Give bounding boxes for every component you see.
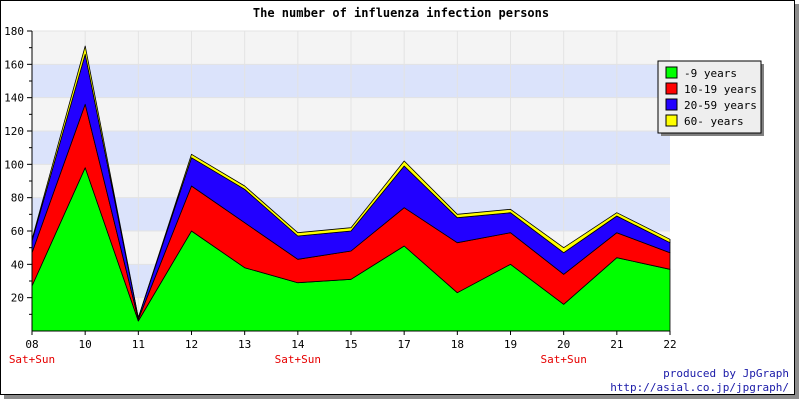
legend-label-2: 10-19 years: [684, 83, 757, 96]
x-tick-label: 11: [132, 338, 145, 351]
weekend-label: Sat+Sun: [9, 353, 55, 366]
y-tick-label: 180: [4, 25, 24, 38]
x-tick-label: 10: [79, 338, 92, 351]
legend: -9 years 10-19 years 20-59 years 60- years: [657, 60, 764, 136]
legend-swatch-1: [665, 66, 678, 79]
y-tick-label: 140: [4, 92, 24, 105]
y-tick-label: 20: [11, 292, 24, 305]
chart-frame: The number of influenza infection person…: [0, 0, 795, 395]
x-tick-label: 08: [25, 338, 38, 351]
x-tick-label: 14: [291, 338, 305, 351]
weekend-label: Sat+Sun: [540, 353, 586, 366]
legend-label-4: 60- years: [684, 115, 744, 128]
x-tick-label: 19: [504, 338, 517, 351]
y-tick-label: 100: [4, 158, 24, 171]
x-tick-label: 17: [398, 338, 411, 351]
y-tick-label: 40: [11, 258, 24, 271]
x-tick-label: 18: [451, 338, 464, 351]
y-tick-label: 120: [4, 125, 24, 138]
x-tick-label: 21: [610, 338, 623, 351]
credit-line-1: produced by JpGraph: [663, 367, 789, 380]
x-tick-label: 22: [663, 338, 676, 351]
legend-swatch-3: [665, 98, 678, 111]
plot-axes: 20 40 60 80 100 120 140 160 180 08 Sat+Sun 10 11 12 13…: [4, 25, 677, 366]
x-tick-label: 13: [238, 338, 251, 351]
x-tick-label: 20: [557, 338, 570, 351]
influenza-area-chart: The number of influenza infection person…: [4, 6, 789, 394]
legend-label-3: 20-59 years: [684, 99, 757, 112]
chart-title: The number of influenza infection person…: [253, 6, 549, 20]
credit-line-2: http://asial.co.jp/jpgraph/: [610, 381, 789, 394]
weekend-label: Sat+Sun: [275, 353, 321, 366]
legend-swatch-2: [665, 82, 678, 95]
x-tick-label: 15: [344, 338, 357, 351]
y-tick-label: 60: [11, 225, 24, 238]
area-series-4: [31, 45, 671, 319]
legend-swatch-4: [665, 114, 678, 127]
legend-label-1: -9 years: [684, 67, 737, 80]
y-tick-label: 80: [11, 192, 24, 205]
x-tick-label: 12: [185, 338, 198, 351]
y-tick-label: 160: [4, 58, 24, 71]
